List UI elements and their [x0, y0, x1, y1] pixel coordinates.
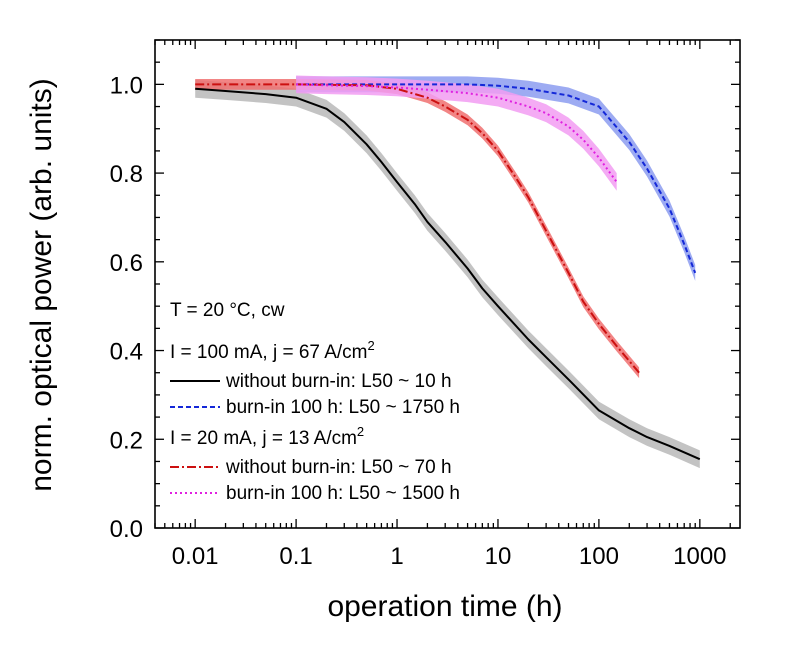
y-tick-label: 0.8	[110, 161, 143, 188]
legend-entry-1: burn-in 100 h: L50 ~ 1750 h	[226, 397, 460, 418]
y-tick-label: 0.0	[110, 516, 143, 543]
series-2-line	[195, 83, 640, 374]
legend-group1-label: I = 100 mA, j = 67 A/cm2	[170, 338, 375, 363]
series-1-band	[296, 76, 696, 281]
axes-layer: 0.01 0.1 1 10 100 1000 0.0 0.2 0.4 0.6 0.8 1.0	[110, 39, 741, 570]
bands-layer	[195, 75, 700, 469]
legend-entry-3: burn-in 100 h: L50 ~ 1500 h	[226, 483, 460, 504]
series-3-band	[296, 75, 617, 191]
x-axis-title: operation time (h)	[327, 590, 563, 623]
series-0-band	[195, 79, 700, 469]
y-tick-label: 1.0	[110, 72, 143, 99]
x-tick-label: 0.01	[172, 543, 219, 570]
legend-entry-0: without burn-in: L50 ~ 10 h	[225, 371, 452, 392]
legend-header: T = 20 °C, cw	[170, 300, 285, 321]
legend-entry-2: without burn-in: L50 ~ 70 h	[225, 457, 452, 478]
x-tick-label: 10	[485, 543, 512, 570]
series-3-line	[296, 83, 618, 183]
y-axis-title: norm. optical power (arb. units)	[25, 78, 58, 492]
series-1-line	[296, 83, 697, 274]
lines-layer	[195, 83, 701, 461]
legend-group2-label: I = 20 mA, j = 13 A/cm2	[170, 424, 364, 449]
x-tick-label: 0.1	[279, 543, 312, 570]
y-tick-label: 0.4	[110, 339, 143, 366]
series-0-line	[195, 87, 701, 461]
legend: T = 20 °C, cw I = 100 mA, j = 67 A/cm2 I…	[170, 300, 460, 504]
y-tick-label: 0.2	[110, 427, 143, 454]
x-tick-label: 1	[390, 543, 403, 570]
x-tick-label: 100	[579, 543, 619, 570]
y-tick-label: 0.6	[110, 250, 143, 277]
y-axis-title-box: norm. optical power (arb. units)	[12, 40, 72, 530]
x-tick-label: 1000	[673, 543, 726, 570]
